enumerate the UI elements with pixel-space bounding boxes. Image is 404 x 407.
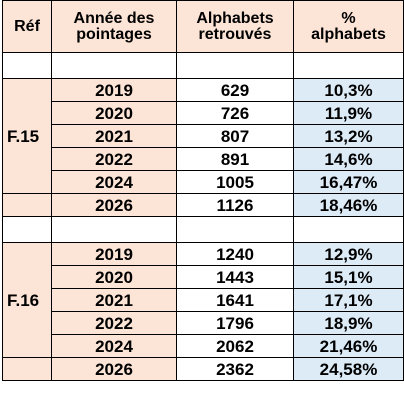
table-row: 2026 1126 18,46% [2,193,404,217]
year-cell: 2022 [51,147,177,171]
percent-cell: 24,58% [293,357,404,381]
percent-cell: 17,1% [293,288,404,312]
alphabets-cell: 1240 [176,242,294,266]
year-cell: 2019 [51,242,177,266]
percent-cell: 12,9% [293,242,404,266]
table-row: 2021 807 13,2% [3,124,404,148]
percent-cell: 21,46% [293,334,404,358]
ref-cell: F.15 [2,78,52,194]
year-cell: 2022 [51,311,177,335]
spacer-row [2,216,404,232]
alphabets-cell: 1641 [176,288,294,312]
header-alphabets: Alphabets retrouvés [176,0,294,53]
percent-cell: 15,1% [293,265,404,289]
year-cell: 2021 [51,124,177,148]
year-cell: 2024 [51,170,177,194]
year-cell: 2020 [51,265,177,289]
percent-cell: 18,46% [293,193,404,217]
alphabets-cell: 2362 [176,357,294,381]
year-cell: 2026 [51,357,177,381]
alphabets-cell: 726 [176,101,294,125]
ref-cell: F.16 [2,242,52,358]
ref-cell-empty [2,357,52,381]
table-row: 2026 2362 24,58% [2,357,404,381]
spacer-row [2,52,404,68]
percent-cell: 18,9% [293,311,404,335]
table-row: F.15 2019 629 10,3% [2,78,404,194]
alphabets-cell: 1443 [176,265,294,289]
year-cell: 2021 [51,288,177,312]
table-row: 2022 891 14,6% [3,147,404,171]
alphabets-cell: 1005 [176,170,294,194]
alphabets-cell: 1796 [176,311,294,335]
spacer-row [2,67,404,79]
header-ref: Réf [2,0,52,53]
percent-cell: 16,47% [293,170,404,194]
spacer-row [2,231,404,243]
table-row: 2020 726 11,9% [3,101,404,125]
alphabets-cell: 1126 [176,193,294,217]
year-cell: 2020 [51,101,177,125]
percent-cell: 10,3% [293,78,404,102]
alphabets-cell: 629 [176,78,294,102]
alphabets-cell: 891 [176,147,294,171]
table-row: 2024 1005 16,47% [3,170,404,194]
header-percent: % alphabets [293,0,404,53]
data-table: Réf Année des pointages Alphabets retrou… [2,0,404,381]
percent-cell: 14,6% [293,147,404,171]
year-cell: 2024 [51,334,177,358]
alphabets-cell: 2062 [176,334,294,358]
table-row: F.16 2019 1240 12,9% [2,242,404,358]
header-row: Réf Année des pointages Alphabets retrou… [2,0,404,53]
header-annee: Année des pointages [51,0,177,53]
percent-cell: 11,9% [293,101,404,125]
table-row: 2024 2062 21,46% [3,334,404,358]
percent-cell: 13,2% [293,124,404,148]
year-cell: 2019 [51,78,177,102]
year-cell: 2026 [51,193,177,217]
ref-cell-empty [2,193,52,217]
table-row: 2020 1443 15,1% [3,265,404,289]
table-row: 2022 1796 18,9% [3,311,404,335]
table-row: 2021 1641 17,1% [3,288,404,312]
alphabets-cell: 807 [176,124,294,148]
